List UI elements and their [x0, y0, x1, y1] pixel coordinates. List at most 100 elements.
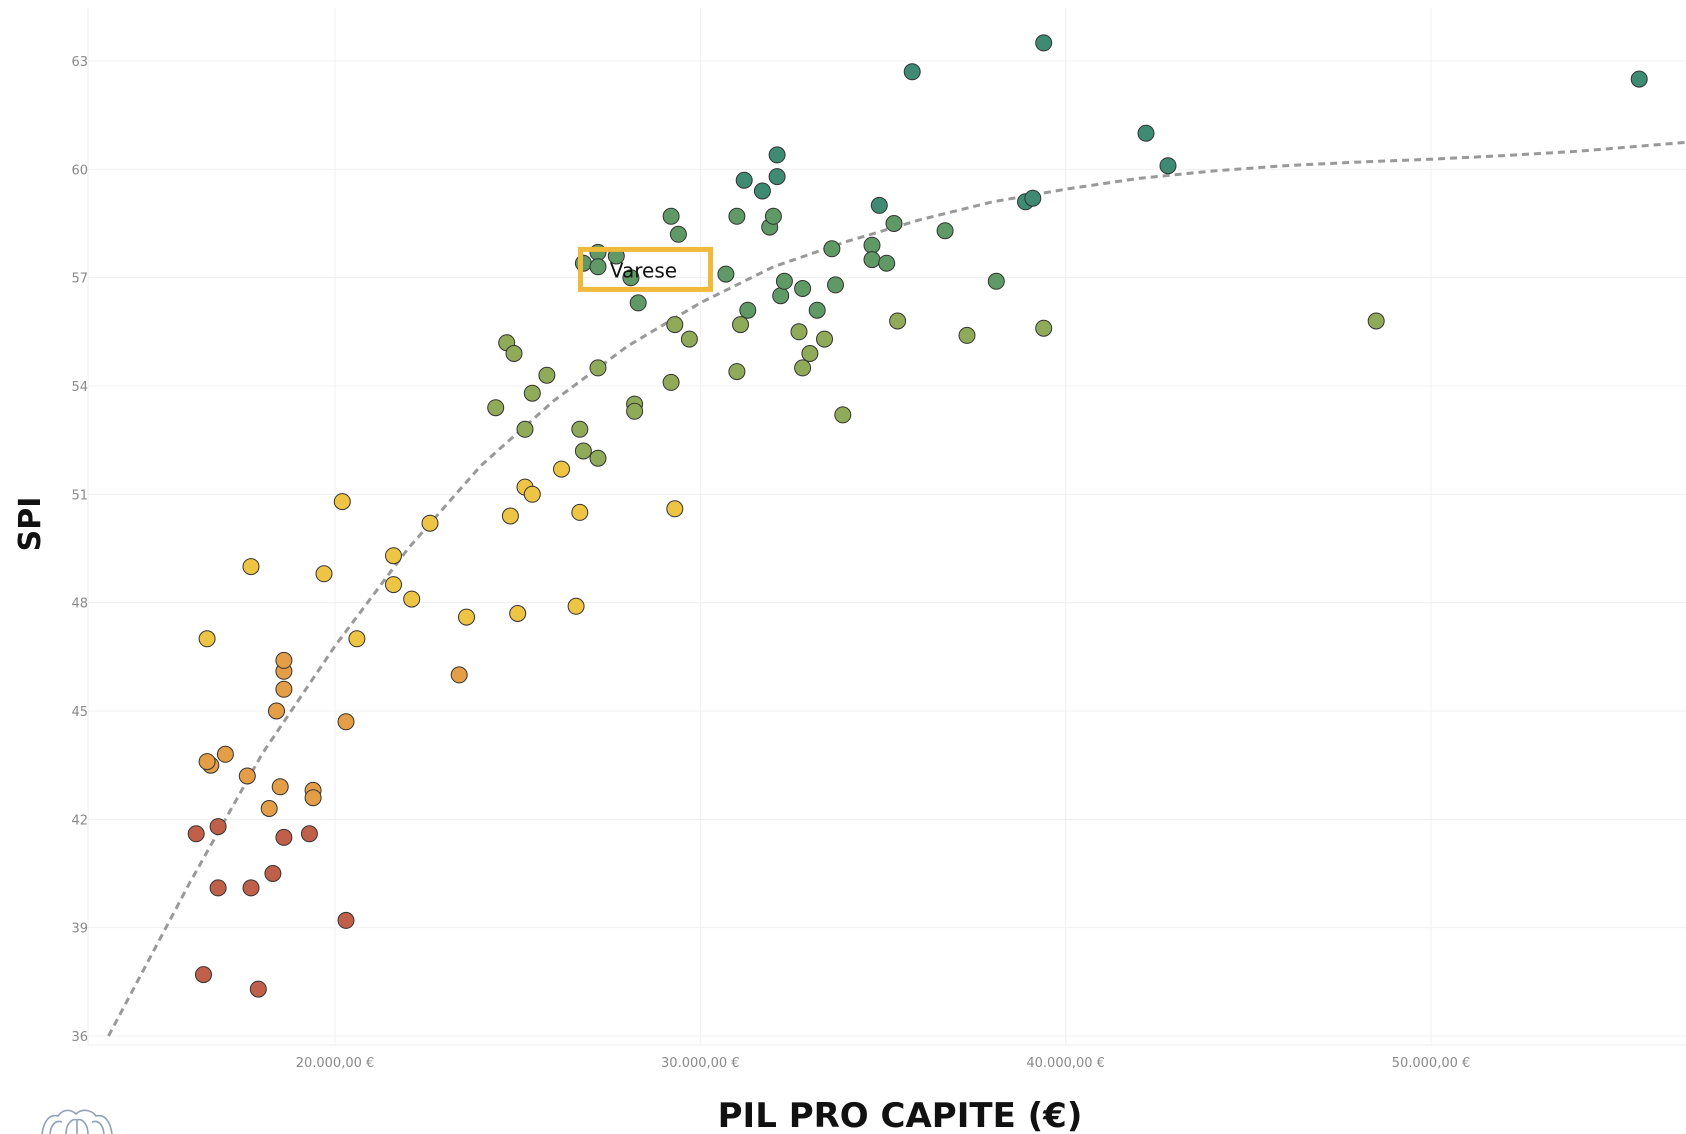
data-point: [304, 789, 322, 807]
data-point: [834, 406, 852, 424]
x-tick-label: 20.000,00 €: [296, 1056, 375, 1071]
data-point: [523, 485, 541, 503]
annotation-box: [578, 246, 713, 292]
data-point: [764, 207, 782, 225]
data-point: [903, 63, 921, 81]
data-point: [629, 294, 647, 312]
data-point: [450, 666, 468, 684]
x-axis-title: PIL PRO CAPITE (€): [718, 1096, 1083, 1134]
data-point: [885, 215, 903, 232]
y-tick-label: 42: [71, 813, 88, 828]
data-point: [794, 359, 812, 377]
data-point: [878, 254, 896, 272]
data-point: [209, 879, 227, 897]
y-tick-label: 63: [71, 55, 88, 70]
data-point: [794, 280, 812, 297]
y-tick-label: 36: [71, 1030, 88, 1045]
data-point: [567, 597, 585, 615]
data-point: [1630, 70, 1648, 88]
data-point: [1159, 157, 1177, 175]
data-point: [662, 373, 680, 391]
data-point: [271, 778, 289, 796]
data-point: [669, 225, 687, 243]
data-point: [589, 359, 607, 377]
data-point: [1035, 34, 1053, 52]
data-point: [870, 196, 888, 214]
data-point: [827, 276, 844, 294]
x-tick-label: 50.000,00 €: [1392, 1056, 1471, 1071]
y-tick-label: 57: [71, 272, 88, 287]
data-point: [403, 590, 421, 608]
data-point: [260, 800, 278, 817]
data-point: [195, 966, 212, 984]
data-point: [458, 608, 475, 626]
brand-logo-icon: [41, 1109, 113, 1134]
data-point: [589, 449, 607, 467]
data-point: [198, 753, 216, 771]
data-point: [487, 399, 505, 417]
data-point: [571, 503, 589, 521]
y-tick-label: 48: [71, 597, 88, 612]
data-point: [772, 287, 790, 305]
data-point: [889, 312, 907, 330]
tick-labels: 36 39 42 45 48 51 54 57 60 63 20.000,00 € 30.000,00…: [71, 55, 1470, 1071]
data-point: [337, 911, 355, 929]
gridlines: [87, 8, 1686, 1046]
annotation: Varese: [578, 246, 713, 292]
y-axis-title: SPI: [13, 497, 48, 552]
data-point: [775, 272, 793, 290]
data-point: [333, 493, 351, 511]
data-points: [187, 34, 1648, 998]
data-point: [666, 316, 684, 334]
data-point: [732, 316, 749, 334]
data-point: [275, 651, 293, 669]
annotation-label: Varese: [610, 258, 677, 282]
y-tick-label: 39: [71, 922, 88, 937]
data-point: [385, 547, 402, 565]
data-point: [622, 269, 640, 287]
data-point: [509, 605, 527, 622]
data-point: [589, 258, 607, 276]
y-tick-label: 54: [71, 380, 88, 395]
data-point: [801, 345, 819, 362]
data-point: [348, 630, 366, 648]
data-point: [264, 865, 282, 882]
data-point: [728, 363, 746, 381]
data-point: [1035, 319, 1053, 337]
data-point: [753, 182, 771, 200]
data-point: [728, 207, 746, 225]
data-point: [574, 442, 592, 460]
data-point: [516, 420, 534, 438]
data-point: [315, 565, 333, 583]
data-point: [198, 630, 216, 648]
data-point: [987, 272, 1005, 290]
data-point: [538, 366, 556, 384]
data-point: [823, 240, 841, 258]
data-point: [768, 146, 786, 164]
data-point: [385, 576, 402, 594]
data-point: [739, 301, 757, 319]
data-point: [1367, 312, 1385, 330]
data-point: [501, 507, 519, 525]
x-tick-label: 30.000,00 €: [661, 1056, 740, 1071]
data-point: [863, 236, 881, 254]
data-point: [1137, 124, 1155, 142]
data-point: [249, 980, 267, 998]
data-point: [209, 818, 227, 836]
data-point: [242, 879, 260, 897]
data-point: [523, 384, 541, 402]
data-point: [666, 500, 684, 518]
data-point: [589, 243, 607, 261]
data-point: [1024, 189, 1042, 207]
data-point: [662, 207, 680, 225]
data-point: [421, 514, 439, 532]
data-point: [187, 825, 205, 843]
data-point: [717, 265, 735, 283]
data-point: [505, 345, 523, 362]
y-tick-label: 60: [71, 163, 88, 178]
data-point: [300, 825, 318, 843]
data-point: [571, 420, 589, 438]
y-tick-label: 51: [71, 488, 88, 503]
data-point: [268, 702, 285, 720]
